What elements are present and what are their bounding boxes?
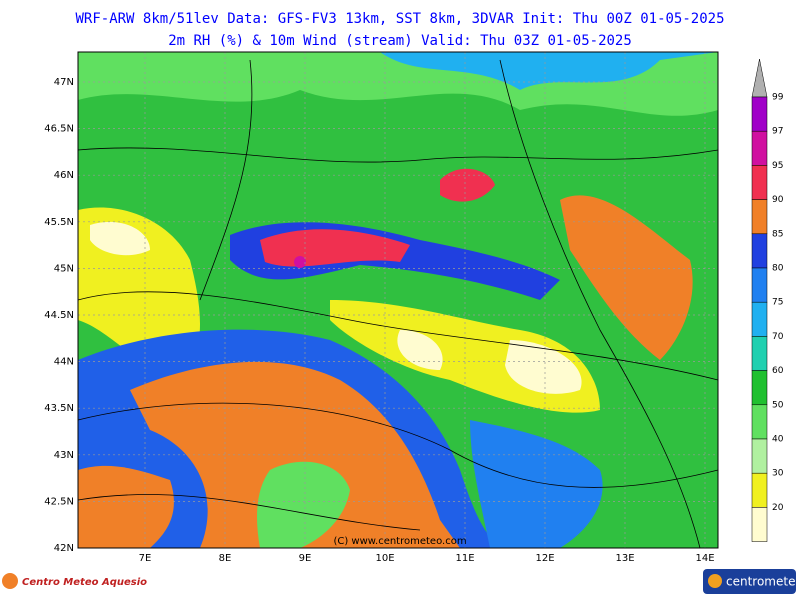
lat-label: 44N bbox=[54, 357, 74, 368]
colorbar-label: 70 bbox=[772, 332, 784, 342]
colorbar-swatch bbox=[751, 267, 768, 303]
colorbar: 99 97 95 90 85 80 75 70 60 50 40 30 20 bbox=[751, 58, 784, 542]
colorbar-label: 60 bbox=[772, 366, 784, 376]
lon-label: 9E bbox=[299, 553, 312, 564]
right-logo: centrometeo bbox=[703, 569, 800, 594]
lat-label: 43N bbox=[54, 450, 74, 461]
lon-label: 11E bbox=[455, 553, 474, 564]
colorbar-label: 30 bbox=[772, 469, 784, 479]
colorbar-label: 90 bbox=[772, 195, 784, 205]
colorbar-label: 97 bbox=[772, 127, 783, 137]
colorbar-swatch bbox=[751, 404, 768, 440]
colorbar-swatch bbox=[751, 165, 768, 200]
lon-label: 14E bbox=[695, 553, 714, 564]
subtitle: 2m RH (%) & 10m Wind (stream) Valid: Thu… bbox=[168, 33, 632, 49]
lat-label: 43.5N bbox=[44, 403, 74, 414]
rh-field bbox=[78, 52, 718, 548]
watermark: (C) www.centrometeo.com bbox=[333, 536, 466, 547]
colorbar-swatch bbox=[751, 199, 768, 235]
lon-label: 10E bbox=[375, 553, 394, 564]
colorbar-label: 85 bbox=[772, 229, 783, 239]
lat-label: 42N bbox=[54, 543, 74, 554]
colorbar-swatch bbox=[751, 370, 768, 406]
lon-label: 13E bbox=[615, 553, 634, 564]
colorbar-swatch bbox=[751, 507, 768, 542]
colorbar-swatch bbox=[751, 96, 768, 132]
lon-label: 7E bbox=[139, 553, 152, 564]
lon-label: 12E bbox=[535, 553, 554, 564]
colorbar-swatch bbox=[751, 233, 768, 269]
colorbar-swatch bbox=[751, 301, 768, 337]
right-logo-text: centrometeo bbox=[726, 575, 800, 589]
lat-label: 46.5N bbox=[44, 124, 74, 135]
map-frame bbox=[77, 51, 719, 549]
colorbar-arrow bbox=[751, 58, 768, 98]
lat-label: 44.5N bbox=[44, 310, 74, 321]
colorbar-label: 99 bbox=[772, 93, 784, 103]
left-logo-text: Centro Meteo Aquesio bbox=[22, 577, 147, 588]
lat-label: 45N bbox=[54, 263, 74, 274]
colorbar-label: 50 bbox=[772, 400, 784, 410]
colorbar-swatch bbox=[751, 130, 768, 166]
colorbar-swatch bbox=[751, 336, 768, 371]
colorbar-label: 20 bbox=[772, 503, 784, 513]
colorbar-label: 40 bbox=[772, 435, 784, 445]
left-logo: Centro Meteo Aquesio bbox=[2, 573, 147, 589]
colorbar-label: 75 bbox=[772, 298, 783, 308]
title: WRF-ARW 8km/51lev Data: GFS-FV3 13km, SS… bbox=[75, 11, 724, 27]
colorbar-swatch bbox=[751, 438, 768, 474]
lat-label: 42.5N bbox=[44, 496, 74, 507]
lat-label: 47N bbox=[54, 77, 74, 88]
lat-label: 45.5N bbox=[44, 217, 74, 228]
streamlines bbox=[77, 59, 719, 549]
lon-label: 8E bbox=[219, 553, 232, 564]
colorbar-label: 80 bbox=[772, 264, 784, 274]
lat-label: 46N bbox=[54, 170, 74, 181]
colorbar-swatch bbox=[751, 472, 768, 508]
colorbar-label: 95 bbox=[772, 161, 783, 171]
